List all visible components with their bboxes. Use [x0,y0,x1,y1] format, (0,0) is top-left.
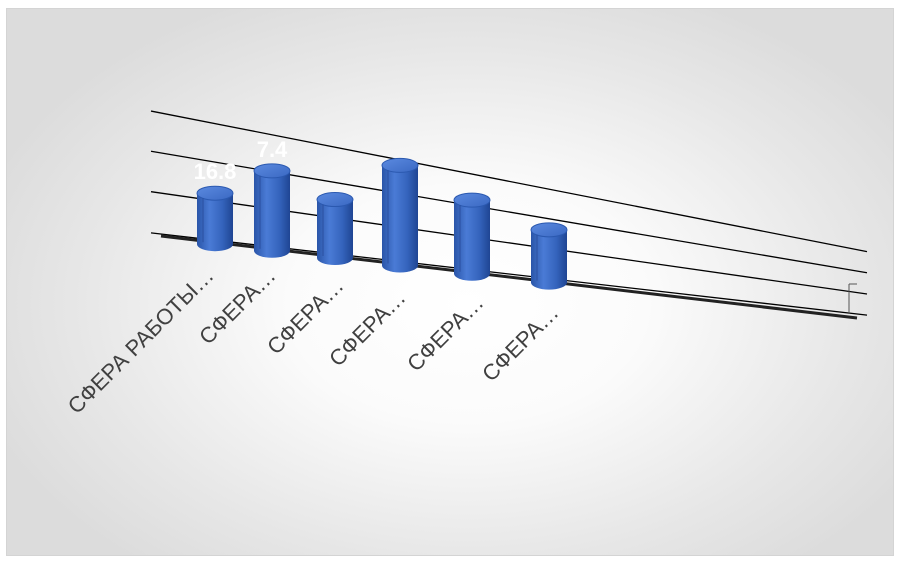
data-label: 16.8 [194,159,237,184]
category-label: СФЕРА… [477,300,563,386]
bar-cap [196,185,234,201]
bar-cap [453,192,491,208]
bar-cap [381,157,419,173]
chart-area: 16.8 7.4 СФЕРА РАБОТЫ… СФЕРА… СФЕРА… СФЕРА… С… [6,8,894,556]
gridline [150,110,868,253]
bar [531,229,567,290]
bar-cap [253,163,291,179]
category-label: СФЕРА РАБОТЫ… [63,263,219,419]
category-label: СФЕРА… [402,290,488,376]
data-label: 7.4 [257,137,288,162]
chart-plot: 16.87.4 СФЕРА РАБОТЫ…СФЕРА…СФЕРА…СФЕРА…С… [63,110,868,419]
bar [454,200,490,281]
bar-cap [316,192,354,208]
bar [197,193,233,252]
bar [382,165,418,273]
bar-cap [530,222,568,238]
bar [317,199,353,265]
bar [254,170,290,258]
